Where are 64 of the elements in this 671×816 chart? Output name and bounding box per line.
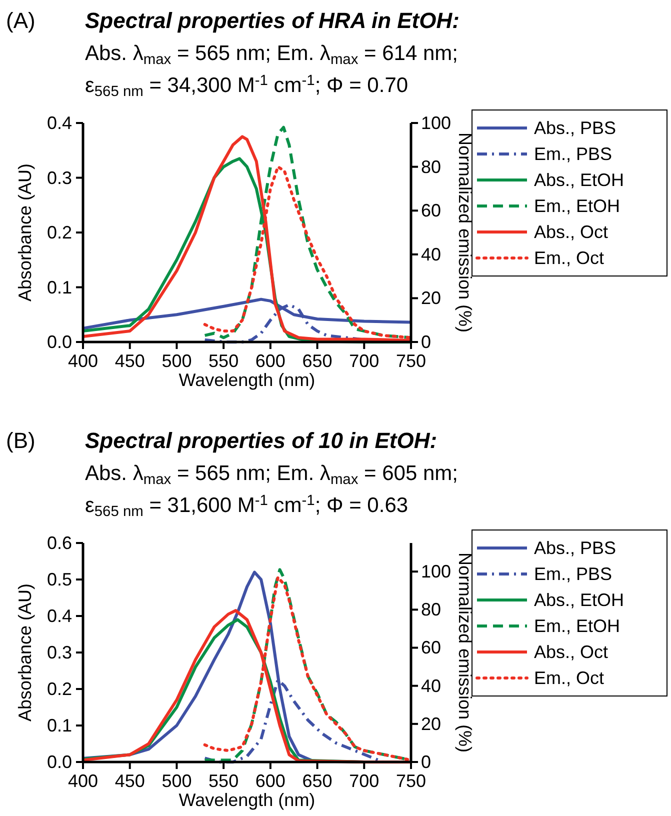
x-tick-label: 750 [396, 771, 426, 791]
y2-tick-label: 100 [421, 562, 452, 582]
legend-label: Abs., Oct [534, 222, 608, 242]
y-tick-label: 0.2 [46, 679, 72, 699]
legend-label: Em., EtOH [534, 616, 620, 636]
y-tick-label: 0.3 [46, 642, 72, 662]
x-tick-label: 650 [302, 771, 332, 791]
y-tick-label: 0.4 [46, 606, 72, 626]
y2-tick-label: 40 [421, 244, 442, 264]
legend-label: Em., PBS [534, 564, 612, 584]
y-tick-label: 0.0 [46, 332, 72, 352]
y2-tick-label: 40 [421, 676, 442, 696]
y2-tick-label: 20 [421, 288, 442, 308]
y2-axis-title: Normalized emission (%) [455, 132, 475, 333]
x-tick-label: 400 [68, 351, 98, 371]
x-tick-label: 750 [396, 351, 426, 371]
legend-label: Em., EtOH [534, 196, 620, 216]
x-tick-label: 550 [208, 771, 239, 791]
x-tick-label: 650 [302, 351, 332, 371]
legend-label: Abs., Oct [534, 642, 608, 662]
y-tick-label: 0.4 [46, 113, 72, 133]
y-tick-label: 0.1 [46, 277, 72, 298]
y-tick-label: 0.1 [46, 716, 72, 736]
x-axis-title: Wavelength (nm) [178, 370, 316, 390]
y2-tick-label: 60 [421, 638, 442, 658]
x-tick-label: 450 [114, 351, 145, 371]
chart-title: Spectral properties of HRA in EtOH: [85, 8, 460, 33]
legend-label: Em., Oct [534, 668, 604, 688]
y2-tick-label: 80 [421, 156, 442, 177]
x-tick-label: 550 [208, 351, 239, 371]
y2-tick-label: 0 [421, 752, 432, 772]
y2-axis-title: Normalized emission (%) [455, 552, 475, 753]
y2-tick-label: 80 [421, 600, 442, 620]
y2-tick-label: 0 [421, 332, 432, 352]
legend-label: Em., PBS [534, 144, 612, 164]
x-tick-label: 500 [162, 771, 192, 791]
y-tick-label: 0.2 [46, 222, 72, 242]
x-tick-label: 600 [255, 771, 286, 791]
y2-tick-label: 60 [421, 200, 442, 221]
y2-tick-label: 100 [421, 113, 452, 133]
x-tick-label: 600 [255, 351, 286, 371]
legend-label: Abs., EtOH [534, 590, 624, 610]
legend-label: Abs., PBS [534, 538, 616, 558]
x-tick-label: 450 [114, 771, 145, 791]
legend-label: Abs., PBS [534, 118, 616, 138]
text: (A) [6, 8, 36, 33]
x-tick-label: 400 [68, 771, 98, 791]
y-tick-label: 0.0 [46, 752, 72, 772]
y-tick-label: 0.6 [46, 533, 72, 553]
x-axis-title: Wavelength (nm) [178, 790, 316, 810]
text: (B) [6, 428, 36, 453]
y-tick-label: 0.5 [46, 570, 72, 590]
y2-tick-label: 20 [421, 714, 442, 734]
x-tick-label: 700 [349, 771, 380, 791]
y-tick-label: 0.3 [46, 168, 72, 188]
legend-label: Em., Oct [534, 248, 604, 268]
x-tick-label: 700 [349, 351, 380, 371]
chart-title: Spectral properties of 10 in EtOH: [85, 428, 438, 453]
text: Abs. λ$_{max}$ = 565 nm; Em. λ$_{max}$ = 614 nm; ε$_{565 nm}$ = 34,300 M$^{-1}$ cm$^{-1}$; Φ = 0.70 [85, 42, 458, 100]
legend-label: Abs., EtOH [534, 170, 624, 190]
y-axis-title: Absorbance (AU) [15, 163, 35, 302]
x-tick-label: 500 [162, 351, 192, 371]
y-axis-title: Absorbance (AU) [15, 583, 35, 722]
text: Abs. λ$_{max}$ = 565 nm; Em. λ$_{max}$ = 605 nm; ε$_{565 nm}$ = 31,600 M$^{-1}$ cm$^{-1}$; Φ = 0.63 [85, 462, 458, 520]
